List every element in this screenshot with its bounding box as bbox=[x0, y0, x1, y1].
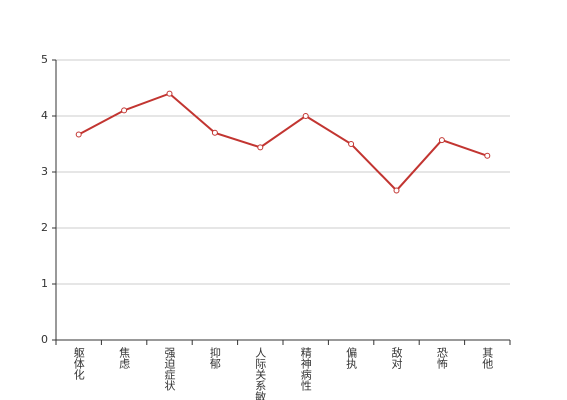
x-tick-label: 抑郁 bbox=[208, 346, 221, 369]
y-tick-label: 3 bbox=[41, 165, 48, 178]
point bbox=[257, 144, 264, 151]
point bbox=[438, 137, 445, 144]
x-tick-label: 偏执 bbox=[345, 346, 358, 370]
point bbox=[211, 129, 218, 136]
y-tick-label: 5 bbox=[41, 53, 48, 66]
x-tick-label: 精神病性 bbox=[299, 347, 312, 392]
point bbox=[484, 152, 491, 159]
point bbox=[121, 107, 128, 114]
y-tick-label: 4 bbox=[41, 109, 48, 122]
x-tick-label: 躯体化 bbox=[72, 347, 85, 381]
point bbox=[348, 141, 355, 147]
x-tick-label: 其他 bbox=[481, 347, 494, 369]
y-tick-label: 1 bbox=[41, 277, 48, 290]
point bbox=[302, 113, 309, 119]
x-tick-label: 人际关系敏感 bbox=[254, 347, 267, 400]
y-tick-label: 2 bbox=[41, 221, 48, 234]
x-tick-label: 强迫症状 bbox=[163, 347, 176, 391]
point bbox=[166, 90, 173, 97]
x-tick-label: 恐怖 bbox=[435, 347, 448, 369]
y-tick-label: 0 bbox=[41, 333, 48, 346]
x-tick-label: 焦虑 bbox=[118, 347, 131, 369]
point bbox=[75, 131, 82, 138]
point bbox=[393, 187, 400, 194]
x-tick-label: 敌对 bbox=[390, 346, 403, 369]
line bbox=[78, 92, 488, 192]
